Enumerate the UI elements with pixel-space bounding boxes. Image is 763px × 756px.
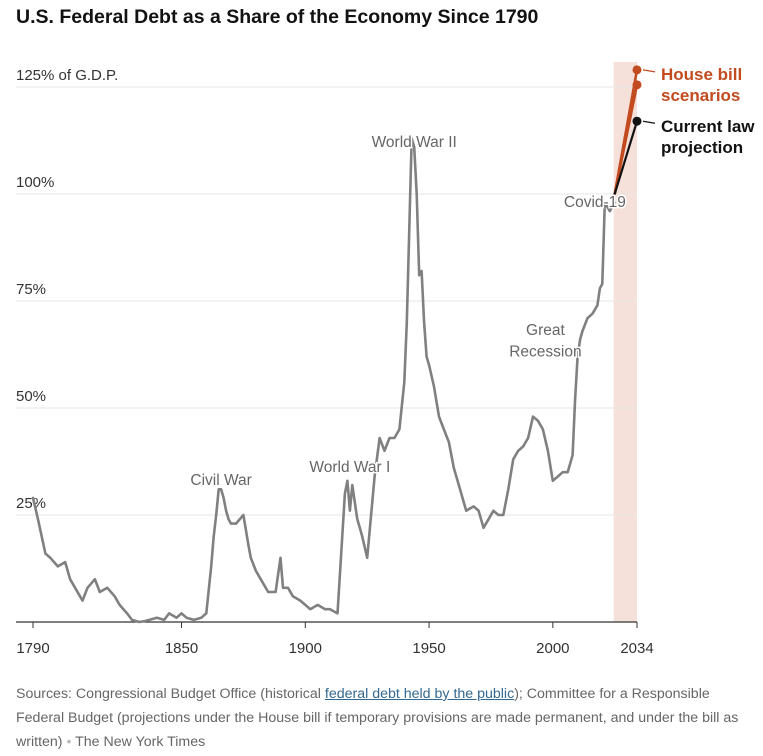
event-label: Great	[526, 322, 565, 339]
debt-line-chart: 25% 50% 75% 100% 125% of G.D.P. 1790 1850 1900 1…	[16, 62, 755, 657]
x-tick-label: 1950	[412, 640, 445, 657]
y-tick-label: 50%	[16, 388, 46, 405]
event-label: Civil War	[190, 472, 251, 489]
projection-line	[613, 120, 639, 196]
event-label: Recession	[509, 344, 581, 361]
source-credit: The New York Times	[75, 734, 206, 750]
source-note: Sources: Congressional Budget Office (hi…	[16, 682, 756, 754]
source-link[interactable]: federal debt held by the public	[324, 686, 515, 702]
historical-debt-line	[31, 137, 617, 624]
legend-label: scenarios	[661, 86, 740, 105]
source-prefix: Sources: Congressional Budget Office (hi…	[16, 686, 325, 702]
x-tick-label: 1850	[165, 640, 198, 657]
legend-leader	[642, 120, 656, 124]
x-tick-label: 2000	[536, 640, 569, 657]
projection-endpoint	[632, 116, 642, 126]
event-label: World War I	[309, 459, 390, 476]
y-tick-label: 100%	[16, 174, 54, 191]
y-tick-label: 75%	[16, 281, 46, 298]
legend-leader	[642, 69, 656, 73]
projection-shading	[613, 62, 637, 622]
legend-label: projection	[661, 138, 743, 157]
event-label: World War II	[372, 134, 457, 151]
x-tick-label: 1900	[289, 640, 322, 657]
y-tick-label: 125% of G.D.P.	[16, 67, 118, 84]
source-suffix: ); Committee for a Responsible Federal B…	[16, 686, 739, 750]
separator-dot: •	[66, 734, 72, 750]
x-tick-label: 2034	[620, 640, 653, 657]
legend-label: Current law	[661, 117, 755, 136]
projection-endpoint	[632, 65, 642, 75]
y-tick-label: 25%	[16, 495, 46, 512]
event-label: Covid-19	[564, 194, 626, 211]
projection-line	[613, 68, 639, 196]
x-tick-label: 1790	[16, 640, 49, 657]
legend-label: House bill	[661, 65, 742, 84]
chart-title: U.S. Federal Debt as a Share of the Econ…	[16, 6, 539, 28]
